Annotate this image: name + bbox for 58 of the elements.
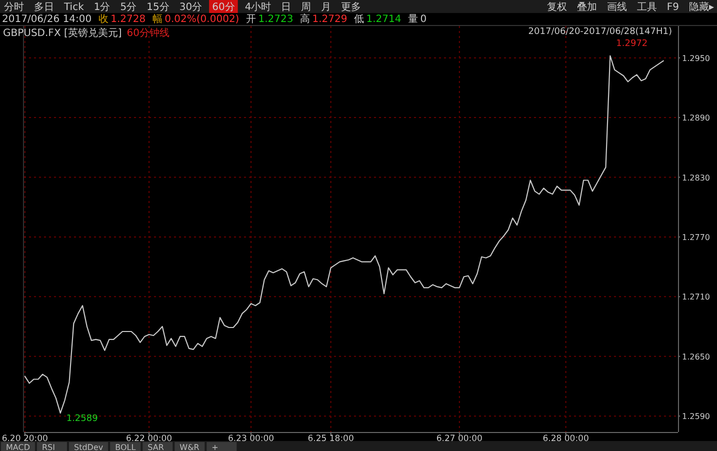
text: + (212, 443, 218, 451)
x-tick-label: 6.25 18:00 (308, 434, 354, 444)
text: 低 (354, 14, 364, 25)
text: 叠加 (576, 1, 597, 13)
text: 1.2728 (110, 14, 146, 25)
text: SAR (148, 443, 164, 451)
text: 1.2723 (258, 14, 294, 25)
y-tick-label: 1.2590 (682, 412, 710, 422)
line-series (24, 55, 664, 414)
chart-subtitle: 60分钟线 (126, 27, 170, 39)
y-tick-label: 1.2890 (682, 114, 710, 123)
text: 30分 (179, 1, 202, 13)
text: F9 (666, 2, 679, 13)
y-tick-label: 1.2950 (682, 54, 710, 63)
text: 周 (301, 2, 312, 13)
text: StdDev (74, 443, 104, 451)
text: 1.2729 (312, 14, 348, 25)
text: RSI (42, 443, 55, 451)
text: 收 (98, 14, 109, 25)
text: 开 (246, 14, 256, 25)
text: 60分 (212, 1, 235, 13)
text: W&R (180, 443, 200, 451)
text: 日 (281, 2, 292, 13)
text: 更多 (341, 1, 362, 13)
text: 1.2714 (366, 14, 402, 25)
text: BOLL (115, 443, 136, 451)
x-tick-label: 6.28 00:00 (542, 434, 589, 444)
x-tick-label: 6.23 00:00 (228, 434, 274, 444)
text: 月 (321, 2, 332, 13)
text: 1分 (94, 1, 110, 13)
text: 幅 (152, 13, 163, 25)
y-tick-label: 1.2650 (682, 352, 710, 362)
x-tick-label: 6.20 20:00 (2, 434, 48, 444)
y-tick-label: 1.2770 (682, 232, 710, 242)
x-tick-label: 6.22 00:00 (126, 434, 172, 444)
text: 量 (408, 14, 418, 25)
chart-title: GBPUSD.FX [英镑兑美元] (3, 27, 122, 39)
text: 隐藏▸ (688, 1, 714, 13)
text: 复权 (546, 1, 567, 13)
x-tick-label: 6.27 00:00 (436, 434, 482, 444)
annotation: 2017/06/20-2017/06/28(147H1) (528, 27, 672, 37)
text: 4小时 (244, 1, 272, 13)
text: 分时 (4, 1, 24, 13)
text: MACD (6, 443, 30, 451)
text: 画线 (606, 1, 627, 13)
text: 0 (420, 14, 427, 25)
y-tick-label: 1.2830 (682, 173, 710, 182)
text: Tick (63, 2, 84, 13)
y-tick-label: 1.2710 (682, 292, 710, 302)
text: 2017/06/26 14:00 (2, 14, 92, 25)
text: 15分 (146, 1, 170, 13)
annotation: 1.2972 (616, 38, 648, 49)
text: 0.02%(0.0002) (164, 14, 240, 25)
text: 工具 (636, 2, 657, 13)
text: 多日 (34, 1, 54, 13)
annotation: 1.2589 (66, 414, 98, 424)
text: 高 (300, 13, 310, 25)
text: 5分 (120, 1, 137, 13)
